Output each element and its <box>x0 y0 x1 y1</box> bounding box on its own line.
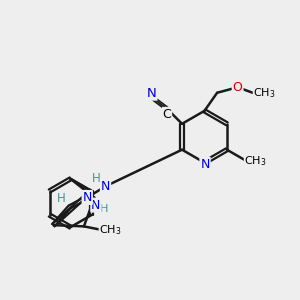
Text: N: N <box>147 87 157 100</box>
Text: H: H <box>100 204 108 214</box>
Text: CH$_3$: CH$_3$ <box>253 86 276 100</box>
Text: H: H <box>92 172 101 184</box>
Text: N: N <box>200 158 210 171</box>
Text: H: H <box>57 192 66 205</box>
Text: N: N <box>101 180 110 193</box>
Text: CH$_3$: CH$_3$ <box>99 223 122 237</box>
Text: C: C <box>163 108 171 121</box>
Text: N: N <box>91 199 101 212</box>
Text: O: O <box>233 81 243 94</box>
Text: N: N <box>82 191 92 204</box>
Text: CH$_3$: CH$_3$ <box>244 154 267 168</box>
